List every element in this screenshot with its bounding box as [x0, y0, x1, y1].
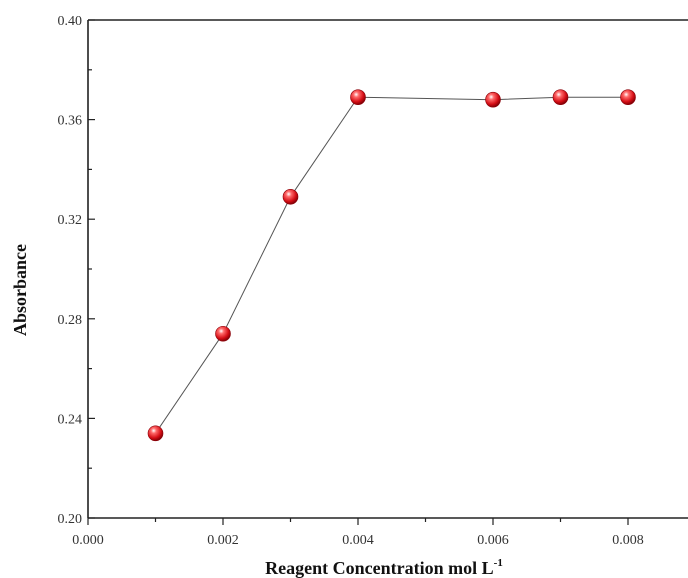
x-axis-title-text: Reagent Concentration mol L	[265, 558, 493, 578]
x-tick-label: 0.004	[342, 533, 374, 548]
data-point	[282, 188, 299, 205]
y-axis-title: Absorbance	[10, 244, 30, 336]
y-tick-label: 0.20	[58, 512, 83, 527]
x-tick-label: 0.002	[207, 533, 239, 548]
y-tick-label: 0.32	[58, 213, 83, 228]
y-tick-label: 0.28	[58, 313, 83, 328]
x-axis-title-exponent: -1	[494, 557, 503, 569]
data-point	[485, 91, 501, 108]
data-point	[215, 325, 231, 342]
y-ticks: 0.20 0.24 0.28 0.32 0.36 0.40	[58, 14, 95, 527]
y-tick-label: 0.36	[58, 114, 83, 129]
x-ticks: 0.000 0.002 0.004 0.006 0.008	[72, 518, 644, 548]
y-tick-label: 0.24	[58, 412, 83, 427]
x-tick-label: 0.006	[477, 533, 509, 548]
x-tick-label: 0.000	[72, 533, 104, 548]
data-point	[552, 89, 569, 105]
series-line	[155, 96, 628, 434]
data-point	[147, 425, 164, 442]
y-tick-label: 0.40	[58, 14, 83, 29]
data-point	[620, 89, 636, 105]
series-layer	[147, 89, 636, 442]
x-axis-title: Reagent Concentration mol L-1	[265, 557, 503, 578]
x-tick-label: 0.008	[612, 533, 644, 548]
plot-axes	[87, 19, 688, 519]
data-point	[350, 89, 366, 105]
